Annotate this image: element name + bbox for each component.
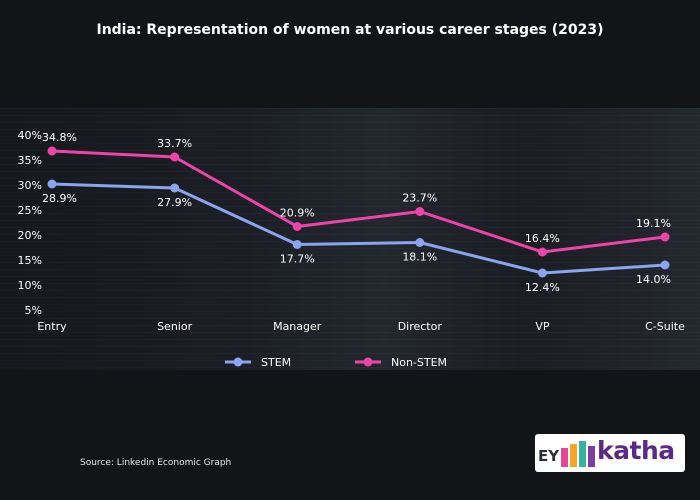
data-point xyxy=(47,146,57,156)
data-label: 28.9% xyxy=(42,192,77,205)
data-point xyxy=(415,207,425,216)
legend-swatch-dot xyxy=(233,357,243,367)
data-point xyxy=(170,152,180,162)
data-point xyxy=(47,179,57,189)
legend-swatch-dot xyxy=(363,357,373,367)
source-note: Source: Linkedin Economic Graph xyxy=(80,458,232,468)
logo-mark-icon xyxy=(561,441,595,467)
x-tick-label: C-Suite xyxy=(645,320,685,333)
y-tick-label: 30% xyxy=(18,179,42,192)
background-band xyxy=(0,108,700,370)
y-tick-label: 25% xyxy=(18,204,42,217)
data-label: 12.4% xyxy=(525,281,560,294)
x-tick-label: Senior xyxy=(157,320,193,333)
x-tick-label: Manager xyxy=(273,320,322,333)
ey-katha-logo: EY katha xyxy=(535,434,685,472)
x-tick-label: VP xyxy=(535,320,550,333)
x-tick-label: Director xyxy=(398,320,443,333)
data-label: 16.4% xyxy=(525,232,560,245)
logo-ey-text: EY xyxy=(538,447,560,465)
chart-title: India: Representation of women at variou… xyxy=(96,22,604,38)
data-point xyxy=(660,260,670,270)
x-tick-label: Entry xyxy=(37,320,67,333)
y-tick-label: 5% xyxy=(25,304,42,317)
y-tick-label: 40% xyxy=(18,129,42,142)
legend-label: Non-STEM xyxy=(391,356,447,369)
data-point xyxy=(660,232,670,242)
data-label: 33.7% xyxy=(157,137,192,150)
data-point xyxy=(292,222,302,231)
data-label: 34.8% xyxy=(42,131,77,144)
data-point xyxy=(537,247,547,257)
data-label: 20.9% xyxy=(280,207,315,220)
data-point xyxy=(537,268,547,278)
data-label: 17.7% xyxy=(280,253,315,266)
data-label: 19.1% xyxy=(636,217,671,230)
series-line-0 xyxy=(51,182,666,275)
data-point xyxy=(415,238,425,247)
logo-katha-text: katha xyxy=(597,436,675,465)
y-tick-label: 35% xyxy=(18,154,42,167)
legend-label: STEM xyxy=(261,356,291,369)
y-tick-label: 20% xyxy=(18,229,42,242)
series-line-1 xyxy=(51,149,666,254)
data-label: 27.9% xyxy=(157,196,192,209)
data-label: 14.0% xyxy=(636,273,671,286)
data-point xyxy=(170,183,180,193)
y-tick-label: 15% xyxy=(18,254,42,267)
data-point xyxy=(292,240,302,249)
y-tick-label: 10% xyxy=(18,279,42,292)
data-label: 18.1% xyxy=(402,251,437,264)
data-label: 23.7% xyxy=(402,192,437,205)
